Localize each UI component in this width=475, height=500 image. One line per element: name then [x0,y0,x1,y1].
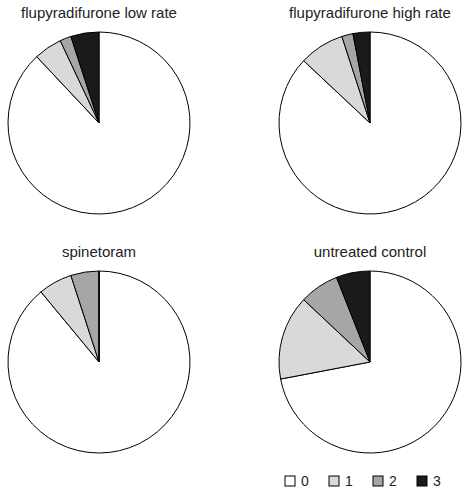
pie-slice-0 [8,32,190,214]
legend-label: 1 [345,473,353,489]
pie-chart: spinetoram [8,243,190,453]
legend-swatch [285,476,295,486]
chart-title: flupyradifurone low rate [21,4,177,21]
pie-slice-3 [353,32,370,123]
pie-chart: untreated control [279,243,461,453]
legend-swatch [417,476,427,486]
pie-slice-0 [8,271,190,453]
chart-title: flupyradifurone high rate [289,4,451,21]
pie-slice-3 [337,271,370,362]
pie-slice-3 [99,271,100,362]
legend-label: 2 [389,473,397,489]
legend-label: 0 [301,473,309,489]
pie-chart: flupyradifurone high rate [279,4,461,214]
chart-title: spinetoram [62,243,136,260]
legend-swatch [373,476,383,486]
pie-slice-2 [71,271,99,362]
figure: flupyradifurone low rate flupyradifurone … [0,0,475,500]
legend-swatch [329,476,339,486]
pie-slice-3 [71,32,99,123]
pie-slice-0 [279,32,461,214]
chart-title: untreated control [314,243,427,260]
legend-label: 3 [433,473,441,489]
legend: 0 1 2 3 [285,473,441,489]
pie-chart: flupyradifurone low rate [8,4,190,214]
